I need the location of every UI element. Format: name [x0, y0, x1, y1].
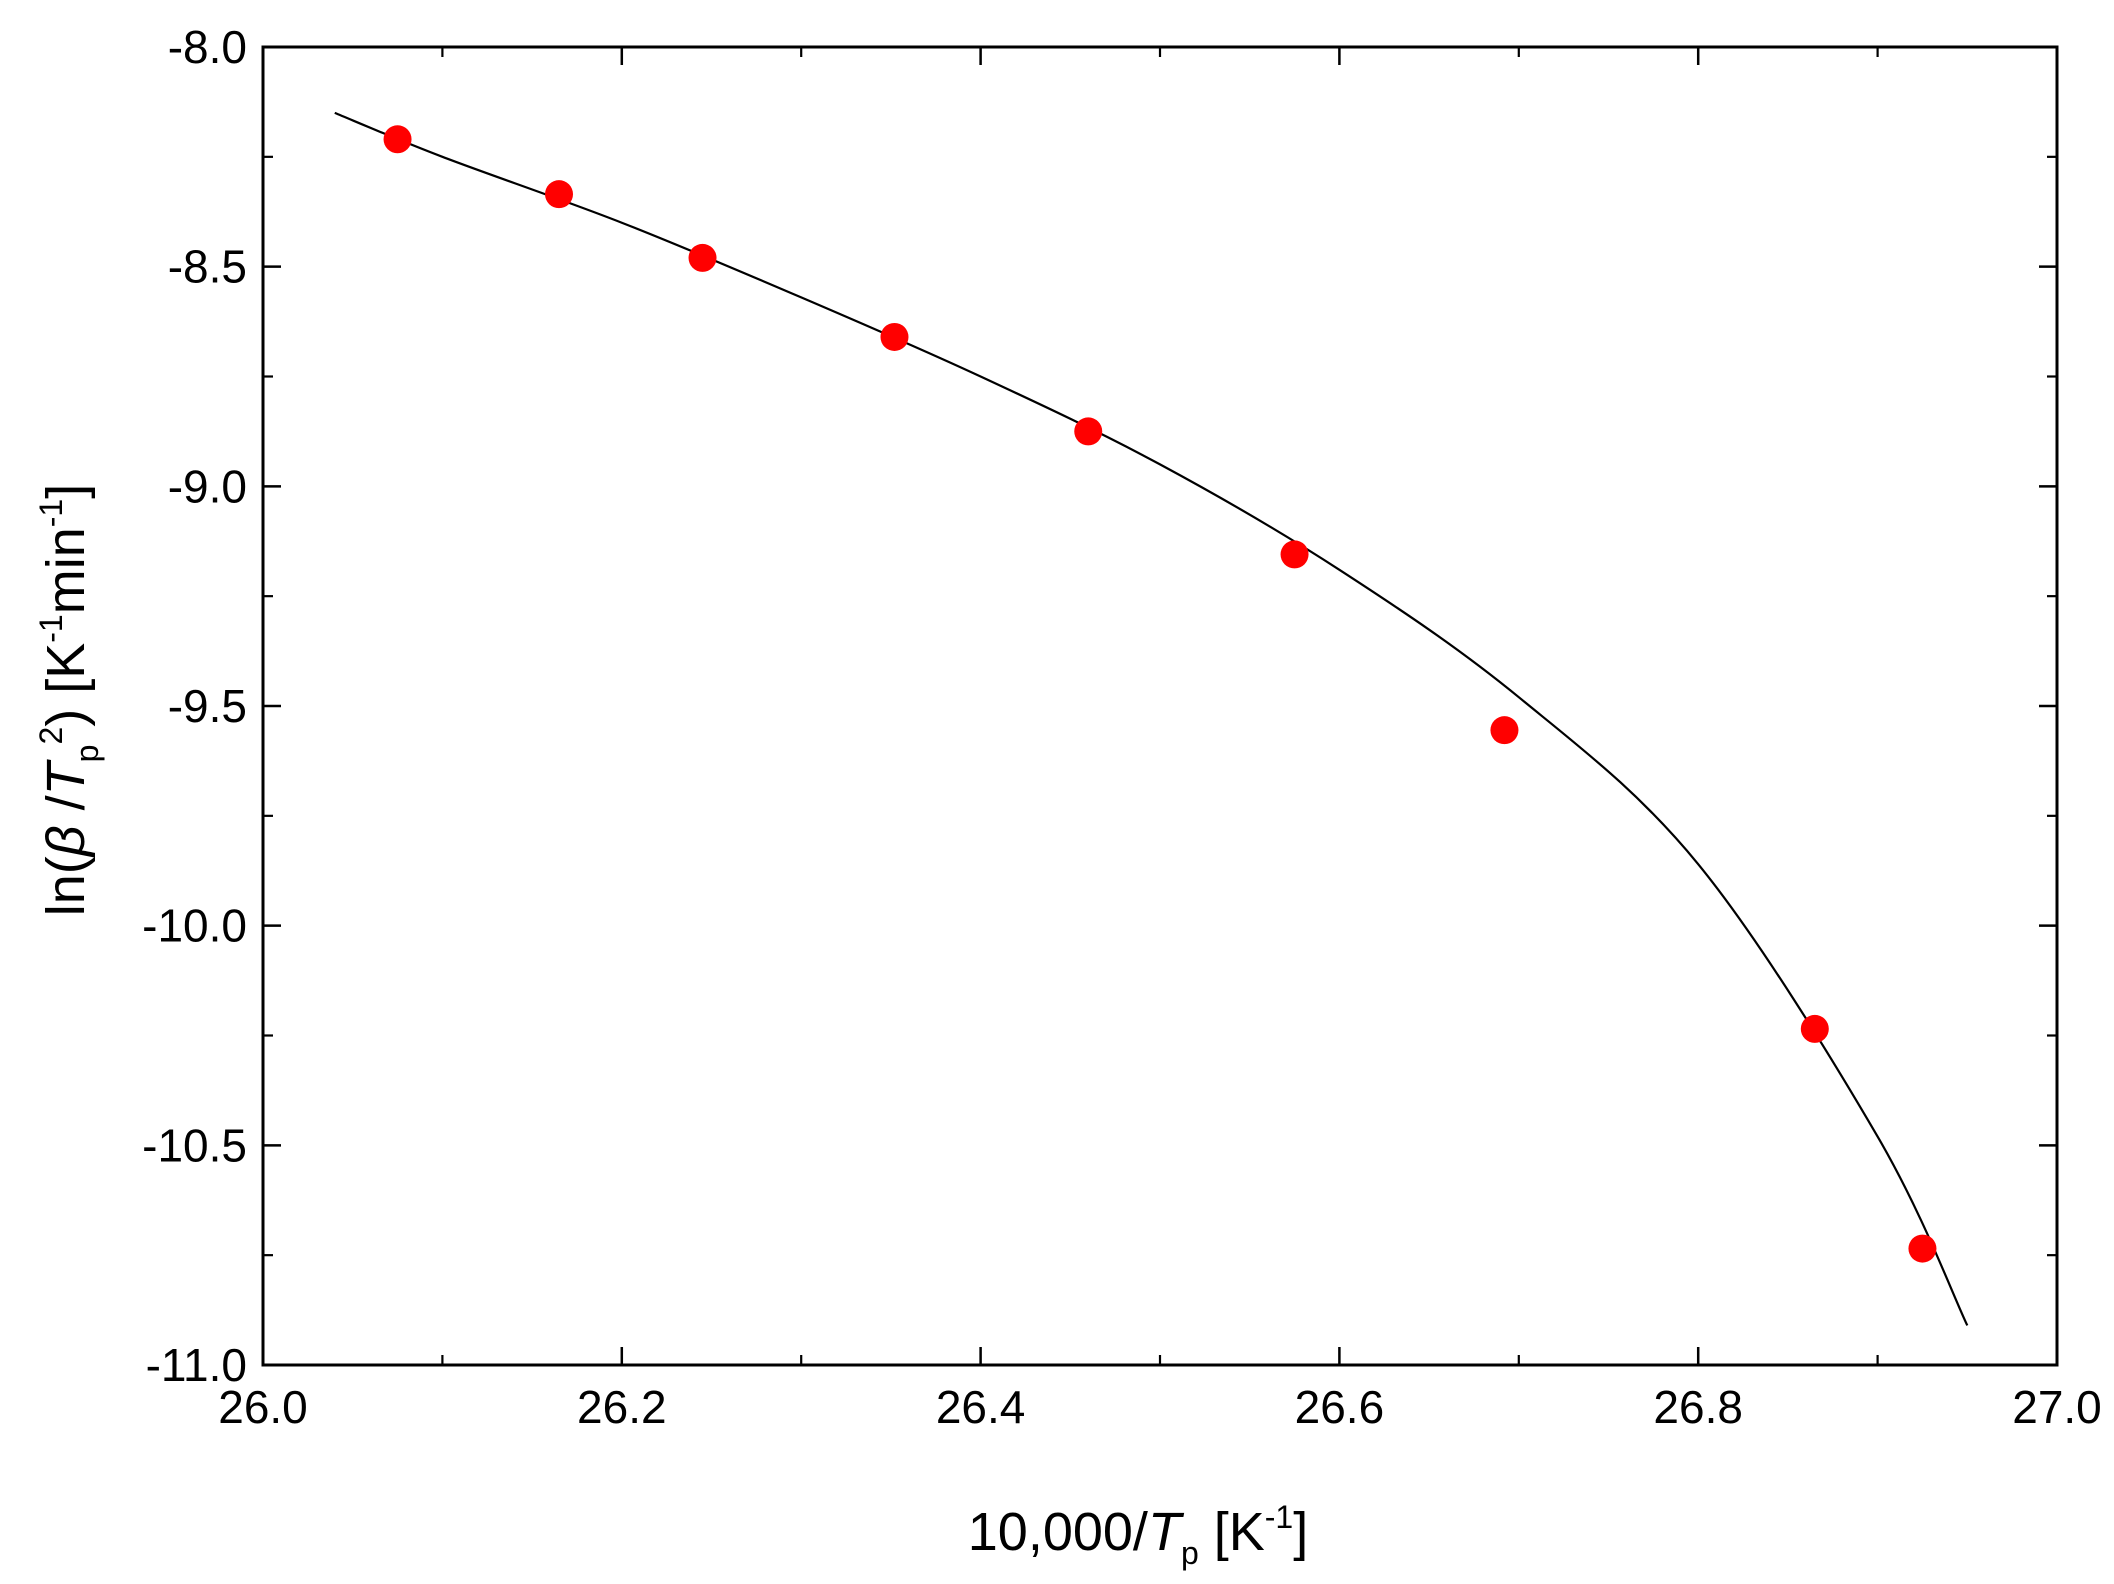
plot-frame [261, 45, 2059, 1367]
y-title-var: T [36, 758, 96, 795]
x-title-sub: p [1181, 1535, 1199, 1571]
y-tick-label: -10.0 [142, 900, 247, 952]
y-title-sup: 2 [33, 727, 69, 745]
data-point [545, 180, 574, 209]
y-tick-label: -9.0 [168, 460, 247, 512]
ticks-layer [261, 45, 2059, 1367]
x-tick-label: 26.4 [936, 1381, 1026, 1433]
y-tick-label: -11.0 [146, 1339, 247, 1391]
x-tick-label: 26.6 [1295, 1381, 1385, 1433]
y-tick-label: -10.5 [142, 1119, 247, 1171]
y-title-sup2: -1 [33, 614, 69, 642]
x-title-sup: -1 [1265, 1499, 1293, 1535]
fit-curve [334, 111, 1969, 1326]
y-title-end: ] [36, 484, 96, 499]
x-tick-label: 26.0 [218, 1381, 308, 1433]
data-point [1800, 1014, 1829, 1043]
x-title-unit-open: [K [1199, 1502, 1265, 1562]
fit-curve-layer [334, 111, 1969, 1326]
y-tick-label: -8.0 [168, 21, 247, 73]
x-tick-label: 26.8 [1653, 1381, 1743, 1433]
y-title-prefix: ln( [36, 856, 96, 916]
x-title-prefix: 10,000/ [968, 1502, 1148, 1562]
data-point [1908, 1234, 1937, 1263]
x-title-var: T [1148, 1502, 1185, 1562]
y-title-sub: p [69, 745, 105, 763]
data-point [1280, 540, 1309, 569]
data-point [383, 125, 412, 154]
tick-labels-layer: 26.0 26.2 26.4 26.6 26.8 27.0 -8.0 -8.5 -9.0 -9.5… [142, 21, 2102, 1433]
x-tick-label: 26.2 [577, 1381, 667, 1433]
y-title-slash: / [36, 795, 96, 825]
data-point [1074, 417, 1103, 446]
y-tick-label: -8.5 [168, 241, 247, 293]
data-point [880, 322, 909, 351]
data-point [688, 243, 717, 272]
x-tick-label: 27.0 [2012, 1381, 2102, 1433]
y-tick-label: -9.5 [168, 680, 247, 732]
x-axis-title: 10,000/Tp [K-1] [968, 1499, 1308, 1571]
y-title-beta: β [36, 825, 96, 858]
y-axis-title: ln(β /Tp2) [K-1min-1] [33, 484, 105, 916]
y-title-close: ) [K [36, 643, 96, 727]
data-point [1490, 716, 1519, 745]
data-points-layer [383, 125, 1937, 1263]
x-title-unit-close: ] [1293, 1502, 1308, 1562]
y-title-sup3: -1 [33, 499, 69, 527]
y-title-mid: min [36, 527, 96, 614]
